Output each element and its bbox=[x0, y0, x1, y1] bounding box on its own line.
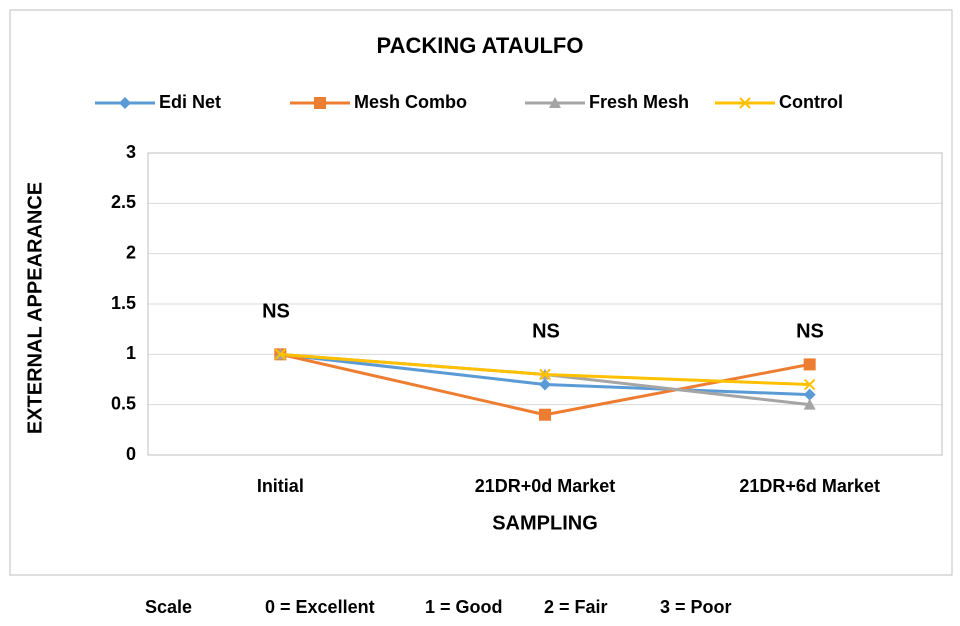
marker bbox=[539, 368, 551, 381]
legend-label: Control bbox=[779, 92, 843, 112]
footnote: 1 = Good bbox=[425, 597, 503, 617]
marker bbox=[803, 398, 816, 410]
footnote: 3 = Poor bbox=[660, 597, 732, 617]
y-tick-label: 2.5 bbox=[111, 192, 136, 212]
marker bbox=[274, 348, 287, 361]
plot-border bbox=[147, 152, 943, 456]
y-tick-label: 0 bbox=[126, 444, 136, 464]
marker bbox=[539, 378, 551, 391]
y-tick-label: 1 bbox=[126, 343, 136, 363]
footnote: 2 = Fair bbox=[544, 597, 608, 617]
legend-label: Fresh Mesh bbox=[589, 92, 689, 112]
marker bbox=[803, 388, 816, 401]
legend-marker bbox=[549, 97, 561, 108]
footnote: Scale bbox=[145, 597, 192, 617]
footnote: 0 = Excellent bbox=[265, 597, 375, 617]
chart-border bbox=[9, 9, 953, 576]
chart-title: PACKING ATAULFO bbox=[377, 33, 584, 58]
x-tick-label: 21DR+0d Market bbox=[475, 476, 616, 496]
y-tick-label: 2 bbox=[126, 242, 136, 262]
y-tick-label: 0.5 bbox=[111, 393, 136, 413]
marker bbox=[803, 358, 816, 371]
legend-marker bbox=[739, 97, 751, 109]
y-tick-label: 1.5 bbox=[111, 293, 136, 313]
x-axis-label: SAMPLING bbox=[492, 512, 598, 534]
annotation: NS bbox=[532, 320, 560, 342]
legend-label: Mesh Combo bbox=[354, 92, 467, 112]
y-tick-label: 3 bbox=[126, 142, 136, 162]
series bbox=[274, 348, 816, 391]
legend-marker bbox=[119, 97, 131, 109]
y-axis-label: EXTERNAL APPEARANCE bbox=[24, 182, 46, 434]
legend-label: Edi Net bbox=[159, 92, 221, 112]
marker bbox=[803, 378, 816, 391]
legend-marker bbox=[314, 97, 326, 109]
annotation: NS bbox=[796, 320, 824, 342]
x-tick-label: 21DR+6d Market bbox=[739, 476, 880, 496]
annotation: NS bbox=[262, 300, 290, 322]
marker bbox=[539, 408, 551, 421]
x-tick-label: Initial bbox=[257, 476, 304, 496]
